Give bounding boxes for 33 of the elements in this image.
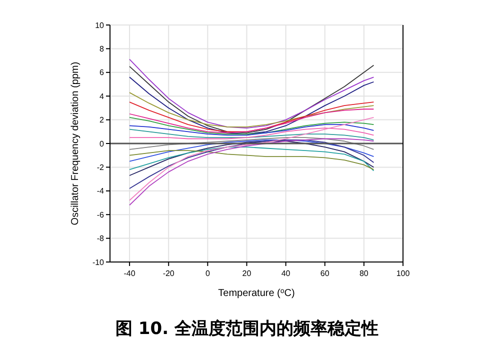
- y-tick-label: 4: [100, 92, 105, 101]
- line-series: [129, 92, 374, 128]
- x-tick-label: -20: [162, 269, 175, 278]
- y-tick-label: 10: [95, 20, 105, 30]
- y-tick-label: -8: [96, 234, 105, 244]
- x-tick-label: -40: [124, 269, 136, 278]
- x-tick-label: 100: [396, 269, 410, 278]
- x-tick-label: 0: [205, 269, 210, 278]
- y-tick-label: 6: [100, 68, 105, 78]
- y-axis-title: Oscillator Frequency deviation (ppm): [70, 62, 81, 226]
- line-series: [129, 140, 374, 176]
- line-series: [129, 116, 374, 201]
- y-tick-label: -10: [92, 258, 105, 267]
- x-tick-label: 80: [359, 269, 369, 278]
- x-axis-title: Temperature ($^{o}$C): [218, 288, 295, 299]
- y-tick-label: 0: [100, 139, 105, 148]
- y-tick-label: 2: [100, 116, 105, 125]
- x-tick-label: 60: [320, 269, 330, 278]
- y-tick-label: -4: [96, 186, 105, 196]
- line-series: [129, 139, 374, 189]
- line-series: [129, 137, 374, 150]
- line-series: [129, 102, 374, 132]
- y-tick-label: 8: [100, 44, 105, 54]
- line-series: [129, 116, 374, 134]
- line-series: [129, 108, 374, 134]
- y-tick-label: -2: [96, 163, 105, 172]
- x-tick-label: 40: [281, 269, 291, 278]
- line-series: [129, 124, 374, 136]
- text: 图 10. 全温度范围内的频率稳定性: [116, 319, 378, 339]
- x-tick-label: 20: [242, 269, 252, 278]
- line-series: [129, 138, 374, 206]
- line-series: [129, 76, 374, 134]
- y-tick-label: -6: [96, 210, 105, 220]
